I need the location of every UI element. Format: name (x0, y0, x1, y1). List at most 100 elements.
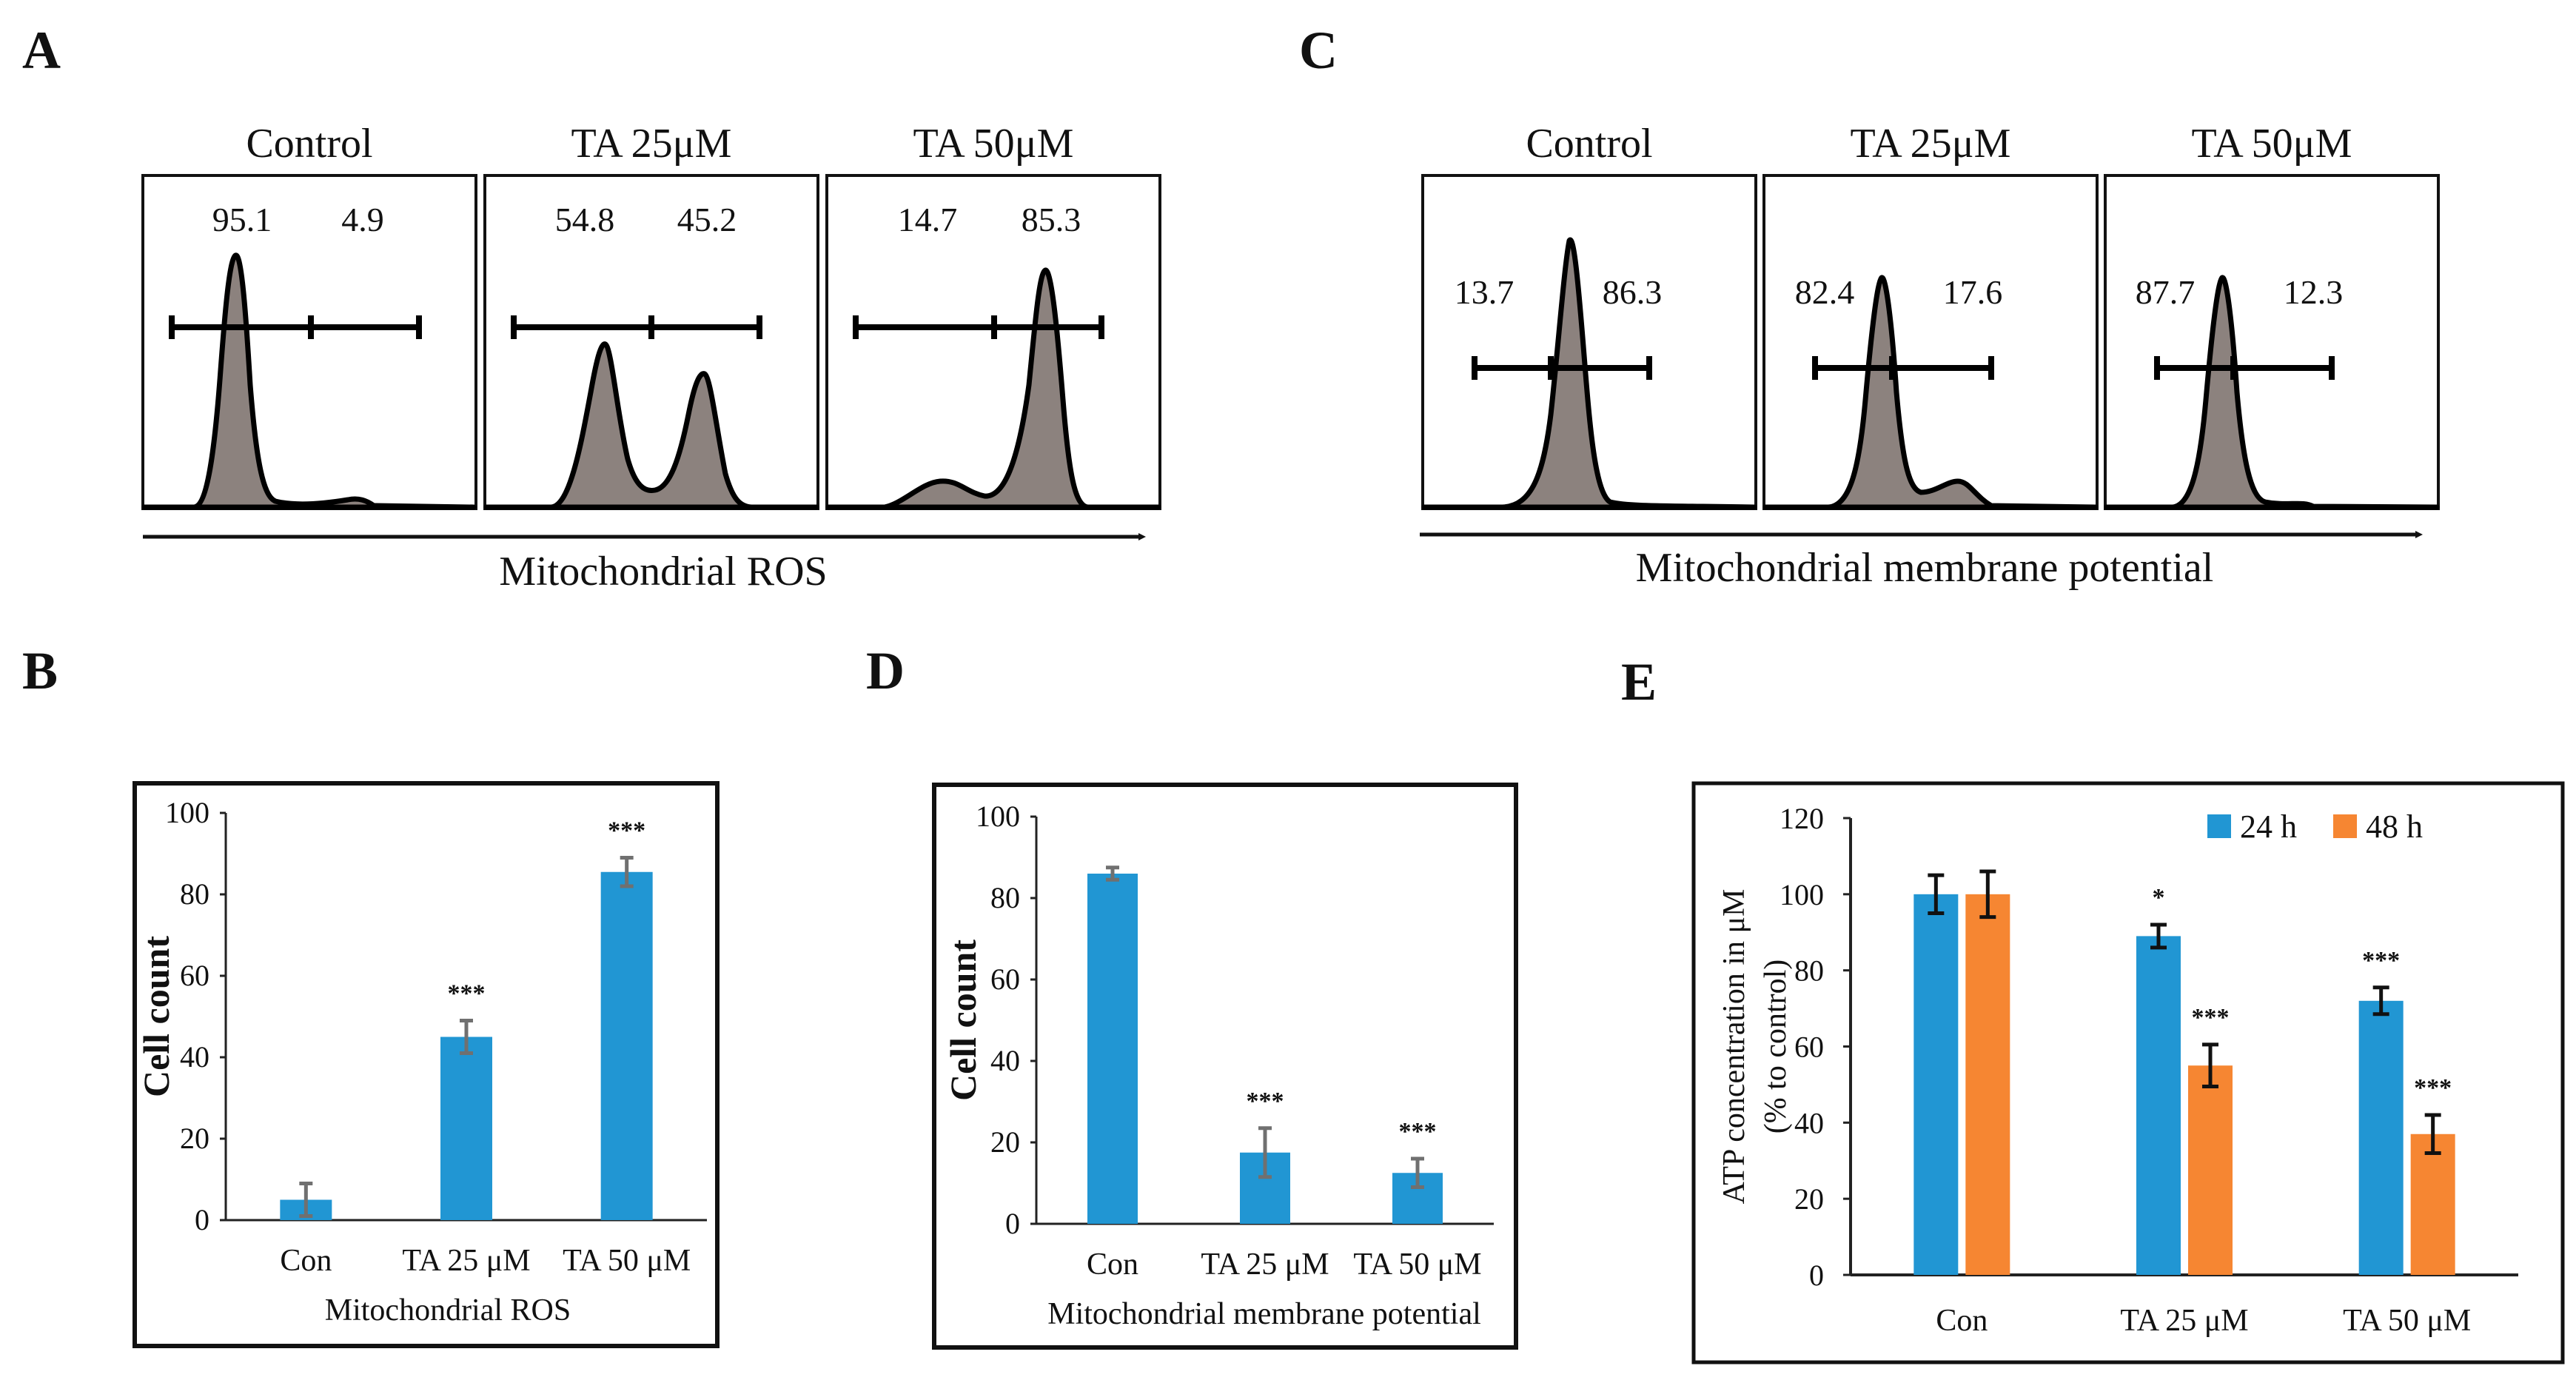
y-tick-label: 100 (1780, 878, 1824, 911)
gate-percent-left: 87.7 (2136, 273, 2196, 311)
bar (1965, 894, 2010, 1275)
x-tick-label: TA 50 μM (2343, 1304, 2471, 1338)
y-tick-label: 0 (1809, 1259, 1824, 1292)
y-tick-label: 60 (1794, 1031, 1824, 1064)
panel-label-a: A (22, 21, 61, 80)
bar (600, 871, 653, 1220)
y-tick-label: 100 (976, 800, 1020, 833)
x-tick-label: TA 50 μM (563, 1244, 691, 1278)
significance-marker: *** (608, 817, 645, 845)
y-tick-label: 40 (180, 1040, 209, 1074)
panel-c: Control 13.7 86.3 TA 25μM 82.4 (1420, 121, 2440, 591)
chart-d-frame (932, 783, 1518, 1350)
histogram-curve (141, 252, 477, 510)
histogram-frame (483, 174, 819, 510)
x-tick-label: TA 25 μM (402, 1244, 530, 1278)
histogram-title: TA 50μM (2192, 121, 2352, 167)
gate-percent-left: 13.7 (1455, 273, 1515, 311)
x-axis-title: Mitochondrial ROS (325, 1293, 571, 1327)
bar (1913, 894, 1959, 1275)
histogram-curve (2104, 275, 2440, 510)
chart-d: 0 20 40 60 80 100 Con *** TA 25 μM *** TA 50 μM Mit… (942, 800, 1494, 1331)
histogram-c-ta25: TA 25μM 82.4 17.6 (1762, 121, 2099, 510)
histogram-a-ta50: TA 50μM 14.7 85.3 (825, 121, 1161, 510)
bar (2188, 1065, 2233, 1275)
histogram-title: TA 25μM (1851, 121, 2011, 167)
y-tick-label: 100 (165, 796, 209, 829)
x-tick-label: Con (1936, 1304, 1988, 1338)
y-tick-label: 40 (990, 1044, 1020, 1077)
y-tick-label: 40 (1794, 1106, 1824, 1139)
y-tick-label: 80 (1794, 954, 1824, 988)
y-tick-label: 60 (180, 959, 209, 992)
legend-label: 48 h (2366, 808, 2423, 845)
gate-percent-right: 86.3 (1603, 273, 1663, 311)
gate-bar (1472, 356, 1652, 380)
axis-label: Mitochondrial membrane potential (1636, 545, 2214, 591)
histogram-c-ta50: TA 50μM 87.7 12.3 (2104, 121, 2440, 510)
x-tick-label: Con (1087, 1248, 1138, 1282)
histogram-curve (825, 267, 1161, 510)
gate-percent-right: 12.3 (2284, 273, 2344, 311)
bar (2136, 936, 2181, 1275)
histogram-curve (483, 341, 819, 510)
gate-percent-right: 85.3 (1022, 201, 1081, 238)
y-tick-label: 80 (180, 877, 209, 911)
gate-percent-right: 4.9 (341, 201, 384, 238)
panel-label-b: B (22, 641, 58, 700)
significance-marker: *** (2192, 1004, 2230, 1031)
y-axis-title: Cell count (942, 940, 984, 1101)
y-tick-label: 0 (1005, 1207, 1020, 1240)
histogram-a-control: Control 95.1 4.9 (141, 121, 477, 510)
histogram-frame (2104, 174, 2440, 510)
gate-bar (853, 315, 1104, 339)
histogram-frame (141, 174, 477, 510)
y-tick-label: 20 (180, 1122, 209, 1155)
histogram-a-ta25: TA 25μM 54.8 45.2 (483, 121, 819, 510)
significance-marker: *** (1247, 1088, 1284, 1115)
significance-marker: *** (1399, 1118, 1437, 1145)
significance-marker: *** (448, 980, 486, 1008)
y-tick-label: 20 (990, 1125, 1020, 1159)
bar (2410, 1133, 2455, 1275)
x-axis-title: Mitochondrial membrane potential (1047, 1297, 1481, 1331)
histogram-c-control: Control 13.7 86.3 (1421, 121, 1757, 510)
panel-a: Control 95.1 4.9 TA 25μM 54.8 4 (141, 121, 1161, 595)
legend-swatch (2333, 814, 2357, 838)
histogram-title: TA 50μM (913, 121, 1074, 167)
gate-bar (2154, 356, 2335, 380)
gate-percent-right: 45.2 (677, 201, 737, 238)
panel-label-d: D (866, 641, 905, 700)
significance-marker: *** (2362, 947, 2400, 974)
significance-marker: * (2153, 884, 2165, 911)
y-tick-label: 20 (1794, 1182, 1824, 1216)
histogram-title: TA 25μM (571, 121, 732, 167)
legend-swatch (2207, 814, 2231, 838)
panel-label-e: E (1621, 652, 1657, 711)
x-tick-label: Con (280, 1244, 332, 1278)
significance-marker: *** (2414, 1074, 2452, 1102)
bar (1087, 874, 1138, 1224)
y-axis-title: ATP concentration in μM (1717, 889, 1751, 1205)
chart-b: 0 20 40 60 80 100 Con *** TA 25 μM *** TA 50 μM Mit… (135, 796, 707, 1327)
chart-e-frame (1691, 781, 2565, 1364)
histogram-curve (1762, 275, 2099, 510)
gate-bar (1812, 356, 1994, 380)
gate-percent-right: 17.6 (1943, 273, 2003, 311)
y-tick-label: 60 (990, 962, 1020, 996)
gate-percent-left: 95.1 (212, 201, 272, 238)
bar (2358, 1000, 2404, 1275)
histogram-title: Control (1526, 121, 1652, 167)
histogram-curve (1421, 237, 1757, 510)
gate-percent-left: 14.7 (898, 201, 958, 238)
gate-bar (511, 315, 762, 339)
y-axis-subtitle: (% to control) (1759, 960, 1793, 1134)
y-tick-label: 0 (195, 1203, 209, 1236)
gate-percent-left: 54.8 (555, 201, 615, 238)
x-tick-label: TA 25 μM (1201, 1248, 1329, 1282)
bar (440, 1037, 492, 1220)
gate-bar (169, 315, 422, 339)
y-tick-label: 80 (990, 881, 1020, 914)
